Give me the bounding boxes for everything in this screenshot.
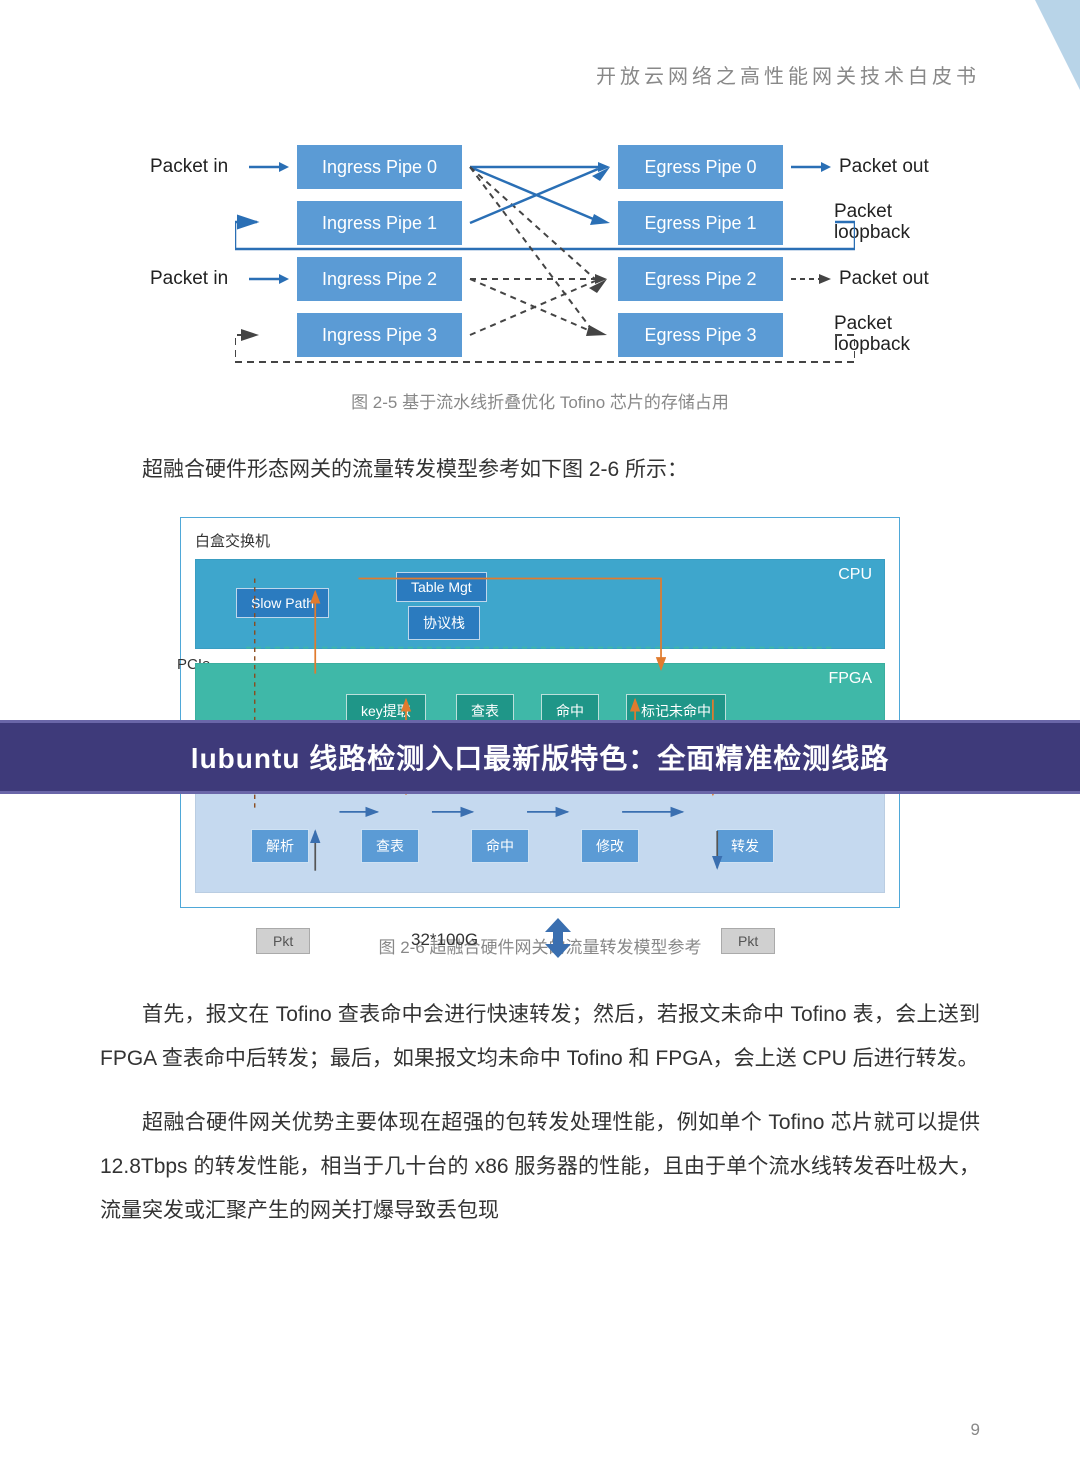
pkt-out-box: Pkt	[721, 928, 775, 954]
cpu-layer: CPU Slow Path Table Mgt 协议栈	[195, 559, 885, 649]
packet-loopback-label: Packet loopback	[834, 202, 930, 244]
corner-accent	[1035, 0, 1080, 90]
arrow-in-icon	[249, 272, 289, 286]
figure-2-6-caption: 图 2-6 超融合硬件网关的流量转发模型参考	[100, 933, 980, 958]
fig26-outer-title: 白盒交换机	[195, 530, 885, 551]
pipe-row-1: Ingress Pipe 1 Egress Pipe 1 Packet loop…	[150, 195, 930, 251]
ingress-pipe-3: Ingress Pipe 3	[297, 313, 462, 357]
forward-box: 转发	[716, 829, 774, 863]
proto-stack-box: 协议栈	[408, 606, 480, 640]
ingress-pipe-2: Ingress Pipe 2	[297, 257, 462, 301]
figure-2-6: 白盒交换机 CPU Slow Path Table Mgt 协议栈 PCIe F…	[180, 517, 900, 908]
arrow-out-dash-icon	[791, 272, 831, 286]
page-number: 9	[971, 1420, 980, 1440]
pipe-row-3: Ingress Pipe 3 Egress Pipe 3 Packet loop…	[150, 307, 930, 363]
packet-out-label: Packet out	[839, 268, 930, 290]
pkt-in-box: Pkt	[256, 928, 310, 954]
ingress-pipe-1: Ingress Pipe 1	[297, 201, 462, 245]
packet-in-label: Packet in	[150, 156, 241, 178]
paragraph-2: 超融合硬件网关优势主要体现在超强的包转发处理性能，例如单个 Tofino 芯片就…	[100, 1101, 980, 1233]
figure-2-5-caption: 图 2-5 基于流水线折叠优化 Tofino 芯片的存储占用	[100, 388, 980, 413]
parse-box: 解析	[251, 829, 309, 863]
table-mgt-box: Table Mgt	[396, 572, 487, 602]
cpu-label: CPU	[838, 566, 872, 584]
page-content: 开放云网络之高性能网关技术白皮书 Packet in Ingress Pi	[0, 0, 1080, 1274]
arrow-out-icon	[791, 160, 831, 174]
egress-pipe-0: Egress Pipe 0	[618, 145, 783, 189]
egress-pipe-3: Egress Pipe 3	[618, 313, 783, 357]
lookup-box: 查表	[361, 829, 419, 863]
overlay-banner: lubuntu 线路检测入口最新版特色：全面精准检测线路	[0, 720, 1080, 794]
packet-in-label: Packet in	[150, 268, 241, 290]
hit-box: 命中	[471, 829, 529, 863]
ingress-pipe-0: Ingress Pipe 0	[297, 145, 462, 189]
paragraph-1: 首先，报文在 Tofino 查表命中会进行快速转发；然后，若报文未命中 Tofi…	[100, 993, 980, 1081]
doc-header-title: 开放云网络之高性能网关技术白皮书	[100, 60, 980, 89]
packet-loopback-label: Packet loopback	[834, 314, 930, 356]
fat-arrow-icon	[541, 918, 575, 958]
egress-pipe-1: Egress Pipe 1	[618, 201, 783, 245]
fpga-label: FPGA	[828, 670, 872, 688]
bandwidth-label: 32*100G	[411, 930, 478, 950]
arrow-in-icon	[249, 160, 289, 174]
packet-out-label: Packet out	[839, 156, 930, 178]
egress-pipe-2: Egress Pipe 2	[618, 257, 783, 301]
figure-2-5: Packet in Ingress Pipe 0 Egress Pipe 0 P…	[150, 139, 930, 363]
modify-box: 修改	[581, 829, 639, 863]
slow-path-box: Slow Path	[236, 588, 329, 618]
intro-paragraph: 超融合硬件形态网关的流量转发模型参考如下图 2-6 所示：	[100, 448, 980, 492]
